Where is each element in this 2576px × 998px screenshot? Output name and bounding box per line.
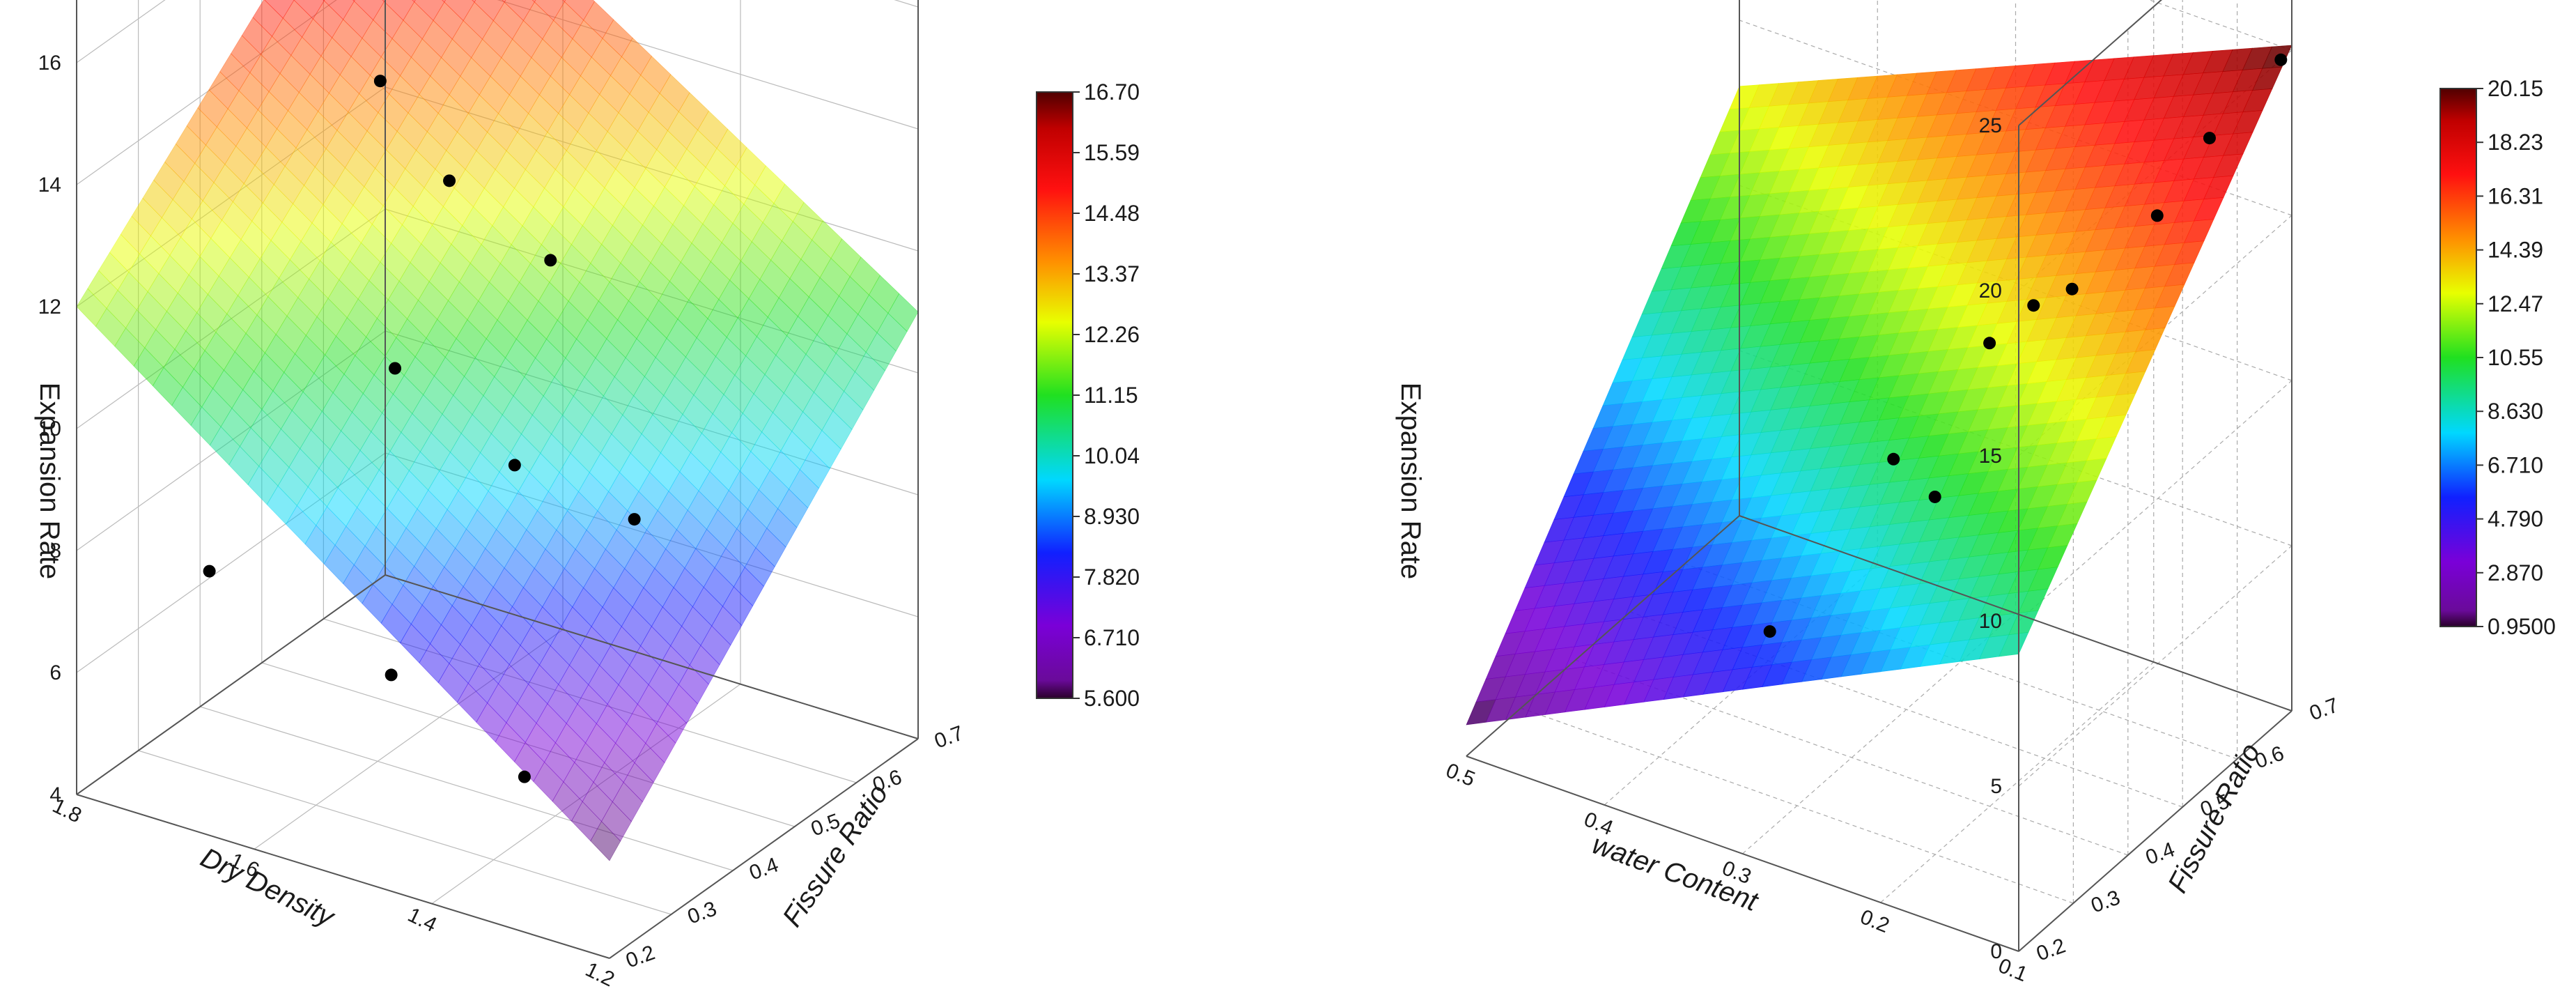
colorbar-tick-label: 18.23 bbox=[2488, 130, 2543, 155]
data-point bbox=[443, 174, 456, 187]
axis-edge bbox=[1466, 756, 2019, 951]
data-point bbox=[1929, 491, 1941, 503]
colorbar-tick-label: 2.870 bbox=[2488, 560, 2543, 585]
chart-1-colorbar: 16.70 15.59 14.48 13.37 12.26 11.15 10.04 8.930… bbox=[1037, 79, 1140, 711]
data-point bbox=[2066, 283, 2079, 295]
z-tick-label: 4 bbox=[49, 783, 61, 806]
colorbar-tick-label: 12.47 bbox=[2488, 291, 2543, 316]
y-tick-label: 0.3 bbox=[2088, 886, 2123, 917]
colorbar-tick-label: 10.55 bbox=[2488, 345, 2543, 370]
chart-2-colorbar-gradient bbox=[2440, 89, 2476, 627]
x-tick-label: 0.2 bbox=[1857, 905, 1893, 937]
chart-1-colorbar-gradient bbox=[1037, 92, 1073, 698]
chart-2-water-content: 0.10.20.30.40.50.20.30.40.50.60.70510152… bbox=[1395, 0, 2556, 986]
data-point bbox=[1887, 453, 1900, 466]
chart-1-dry-density: 1.21.41.61.80.20.30.40.50.60.74681012141… bbox=[34, 0, 1140, 991]
z-tick-label: 16 bbox=[38, 52, 61, 75]
colorbar-tick-label: 11.15 bbox=[1084, 383, 1138, 408]
axis-edge bbox=[77, 575, 385, 794]
chart-1-colorbar-ticks: 16.70 15.59 14.48 13.37 12.26 11.15 10.04 8.930… bbox=[1073, 79, 1140, 711]
colorbar-tick-label: 6.710 bbox=[2488, 452, 2543, 477]
z-tick-label: 25 bbox=[1979, 114, 2002, 137]
chart-2-surface bbox=[1466, 45, 2292, 725]
data-point bbox=[385, 668, 398, 681]
z-tick-label: 12 bbox=[38, 295, 61, 318]
chart-2-colorbar: 20.15 18.23 16.31 14.39 12.47 10.55 8.630 6.710… bbox=[2440, 76, 2556, 639]
z-tick-label: 15 bbox=[1979, 445, 2002, 468]
colorbar-tick-label: 8.630 bbox=[2488, 399, 2543, 424]
colorbar-tick-label: 15.59 bbox=[1084, 140, 1140, 165]
data-point bbox=[509, 459, 521, 471]
data-point bbox=[1983, 337, 1996, 349]
z-tick-label: 5 bbox=[1990, 775, 2002, 798]
colorbar-tick-label: 0.9500 bbox=[2488, 614, 2556, 639]
chart-2-colorbar-ticks: 20.15 18.23 16.31 14.39 12.47 10.55 8.630 6.710… bbox=[2476, 76, 2556, 639]
z-tick-label: 14 bbox=[38, 174, 61, 197]
data-point bbox=[1764, 625, 1776, 638]
z-tick-label: 0 bbox=[1990, 940, 2002, 963]
data-point bbox=[389, 362, 401, 375]
chart-1-y-axis-label: Fissure Ratio bbox=[777, 779, 894, 932]
x-tick-label: 0.5 bbox=[1443, 759, 1478, 791]
colorbar-tick-label: 4.790 bbox=[2488, 507, 2543, 532]
data-point bbox=[203, 565, 216, 578]
colorbar-tick-label: 13.37 bbox=[1084, 261, 1140, 286]
chart-1-surface bbox=[77, 0, 918, 861]
y-tick-label: 0.7 bbox=[2306, 693, 2341, 725]
colorbar-tick-label: 10.04 bbox=[1084, 443, 1140, 468]
floor-grid-line bbox=[1881, 662, 2154, 903]
chart-2-z-axis-label: Expansion Rate bbox=[1395, 383, 1426, 579]
colorbar-tick-label: 14.48 bbox=[1084, 201, 1140, 226]
x-tick-label: 1.2 bbox=[582, 958, 618, 991]
data-point bbox=[628, 513, 641, 525]
colorbar-tick-label: 16.31 bbox=[2488, 183, 2543, 208]
colorbar-tick-label: 20.15 bbox=[2488, 76, 2543, 101]
z-tick-label: 20 bbox=[1979, 279, 2002, 302]
data-point bbox=[2151, 209, 2164, 222]
data-point bbox=[374, 75, 387, 87]
data-point bbox=[544, 254, 557, 266]
colorbar-tick-label: 7.820 bbox=[1084, 565, 1140, 590]
colorbar-tick-label: 16.70 bbox=[1084, 79, 1140, 105]
colorbar-tick-label: 6.710 bbox=[1084, 625, 1140, 650]
chart-1-x-axis-label: Dry Density bbox=[196, 842, 341, 933]
chart-2-y-axis-label: Fissure Ratio bbox=[2162, 739, 2266, 898]
z-tick-label: 6 bbox=[49, 661, 61, 684]
x-tick-label: 1.4 bbox=[404, 903, 440, 937]
data-point bbox=[2274, 54, 2287, 66]
y-tick-label: 0.2 bbox=[2033, 934, 2068, 965]
data-point bbox=[518, 771, 531, 783]
colorbar-tick-label: 5.600 bbox=[1084, 686, 1140, 711]
y-tick-label: 0.7 bbox=[931, 721, 966, 753]
data-point bbox=[2027, 299, 2040, 312]
data-point bbox=[2203, 132, 2216, 144]
colorbar-tick-label: 14.39 bbox=[2488, 238, 2543, 263]
colorbar-tick-label: 8.930 bbox=[1084, 504, 1140, 529]
axis-edge bbox=[77, 794, 610, 958]
z-tick-label: 10 bbox=[1979, 610, 2002, 633]
colorbar-tick-label: 12.26 bbox=[1084, 322, 1140, 347]
chart-1-z-axis-label: Expansion Rate bbox=[34, 383, 65, 579]
